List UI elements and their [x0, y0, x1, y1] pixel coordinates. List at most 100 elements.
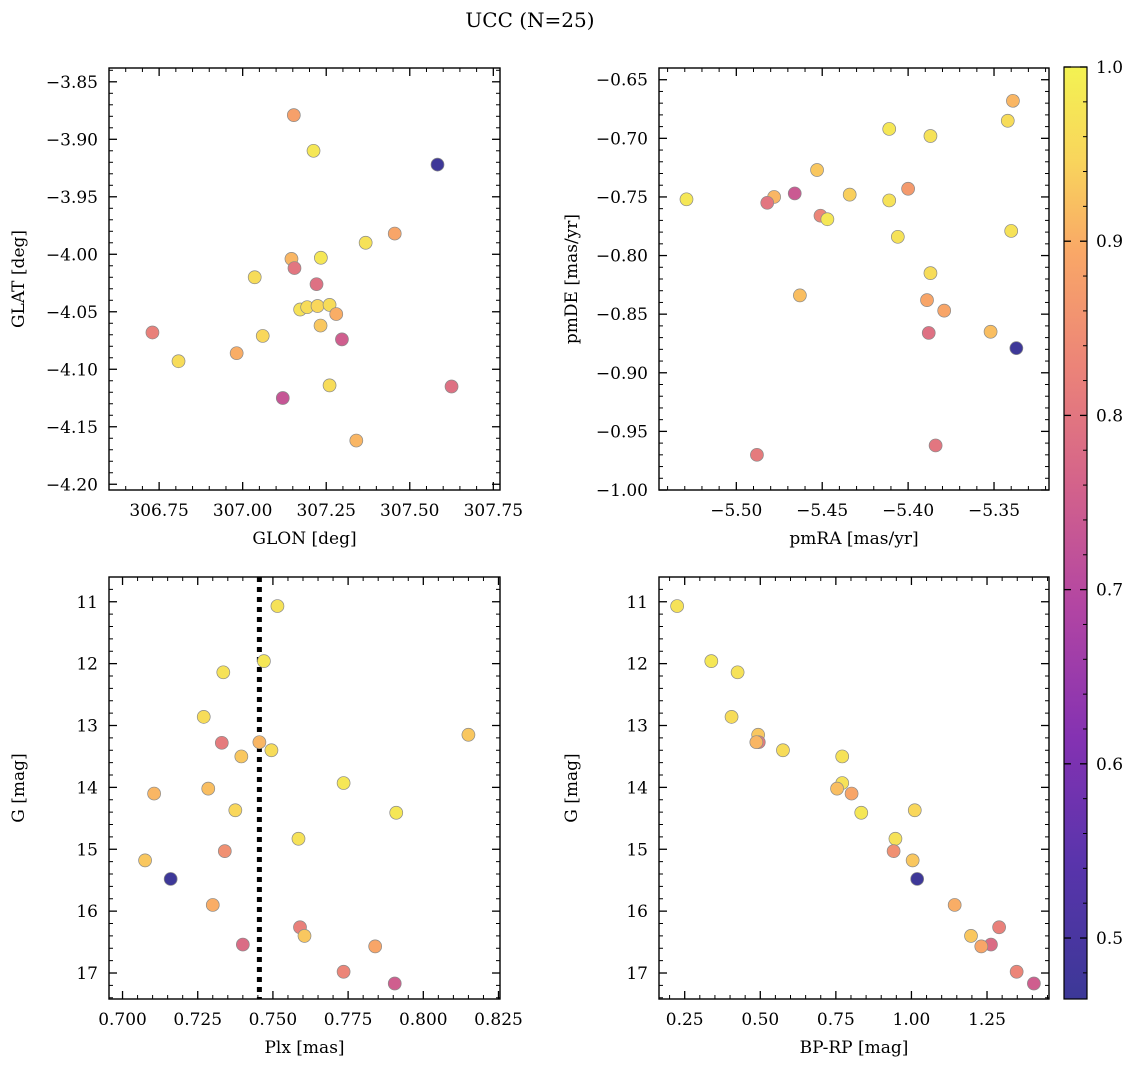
scatter-point — [291, 831, 306, 846]
scatter-point — [335, 332, 349, 347]
scatter-point — [886, 844, 901, 858]
scatter-point — [389, 805, 404, 820]
x-tick-label: 0.800 — [399, 1010, 448, 1030]
scatter-point — [882, 193, 897, 208]
x-axis-label: BP-RP [mag] — [800, 1038, 909, 1058]
y-axis-label: G [mag] — [9, 753, 29, 822]
major-ticks — [659, 68, 1049, 491]
scatter-point — [793, 288, 807, 303]
x-axis-label: pmRA [mas/yr] — [789, 529, 918, 549]
y-tick-label: −0.80 — [596, 247, 648, 267]
scatter-point — [888, 831, 903, 846]
colorbar-tick-label: 0.9 — [1096, 232, 1123, 252]
x-tick-label: 307.75 — [464, 501, 523, 521]
x-tick-label: −5.45 — [796, 501, 848, 521]
scatter-point — [1009, 964, 1024, 979]
major-ticks — [659, 577, 1049, 999]
y-tick-label: −4.00 — [46, 245, 98, 265]
scatter-point — [820, 212, 835, 227]
scatter-point — [349, 433, 364, 448]
x-tick-label: 306.75 — [129, 501, 188, 521]
scatter-point — [842, 187, 857, 202]
scatter-point — [287, 261, 302, 275]
scatter-point — [787, 186, 802, 201]
scatter-point — [835, 749, 850, 764]
y-tick-label: −1.00 — [596, 481, 648, 501]
y-tick-label: 16 — [626, 902, 648, 922]
scatter-point — [358, 235, 373, 250]
y-tick-label: 17 — [626, 964, 648, 984]
figure-title: UCC (N=25) — [465, 8, 594, 32]
scatter-point — [1006, 93, 1020, 108]
scatter-point — [309, 277, 324, 292]
scatter-point — [235, 937, 250, 952]
scatter-point — [368, 939, 383, 954]
scatter-point — [1000, 113, 1015, 128]
y-tick-label: 13 — [76, 717, 98, 737]
scatter-point — [928, 438, 943, 453]
scatter-point — [1027, 976, 1041, 991]
scatter-point — [461, 727, 476, 742]
scatter-point — [297, 929, 312, 943]
x-tick-label: 307.25 — [296, 501, 355, 521]
x-tick-label: −5.50 — [710, 501, 762, 521]
scatter-point — [750, 447, 764, 462]
scatter-point — [275, 391, 290, 405]
scatter-point — [252, 735, 267, 750]
scatter-point — [201, 781, 216, 796]
scatter-point — [336, 776, 351, 790]
y-tick-label: −3.90 — [46, 130, 98, 150]
panel-plx-g: 0.700 0.725 0.750 0.775 0.800 0.825 11 12 13 14 15… — [9, 576, 523, 1058]
scatter-point — [901, 181, 915, 196]
y-tick-label: 15 — [76, 840, 98, 860]
y-tick-label: −0.95 — [596, 422, 648, 442]
x-tick-label: 307.00 — [213, 501, 272, 521]
scatter-point — [270, 599, 285, 613]
scatter-point — [145, 325, 160, 340]
scatter-point — [844, 786, 859, 801]
scatter-point — [679, 192, 694, 207]
data-points — [145, 108, 459, 448]
data-points — [679, 93, 1024, 462]
x-tick-label: 0.75 — [817, 1010, 855, 1030]
scatter-point — [387, 976, 402, 991]
colorbar-tick-label: 0.8 — [1096, 406, 1123, 426]
plot-frame — [658, 67, 1050, 491]
scatter-point — [1004, 224, 1019, 238]
x-tick-label: 1.00 — [893, 1010, 931, 1030]
scatter-point — [724, 709, 739, 724]
scatter-point — [776, 743, 790, 758]
x-tick-label: −5.40 — [882, 501, 934, 521]
scatter-point — [830, 781, 844, 796]
y-tick-label: 11 — [626, 593, 648, 613]
scatter-point — [882, 122, 897, 136]
scatter-point — [171, 354, 186, 369]
major-ticks — [109, 577, 500, 999]
colorbar-tick-label: 0.7 — [1096, 581, 1123, 601]
scatter-point — [810, 163, 824, 177]
scatter-point — [749, 735, 764, 750]
x-tick-label: 0.50 — [741, 1010, 779, 1030]
x-tick-label: 1.25 — [968, 1010, 1006, 1030]
scatter-point — [214, 735, 229, 750]
y-tick-label: 11 — [76, 593, 98, 613]
plot-frame — [658, 576, 1050, 1000]
scatter-point — [905, 853, 920, 868]
y-tick-label: −0.65 — [596, 71, 648, 91]
y-tick-label: −0.90 — [596, 364, 648, 384]
scatter-point — [163, 872, 178, 886]
data-points — [670, 599, 1041, 991]
colorbar-tick-label: 0.6 — [1096, 755, 1123, 775]
scatter-point — [974, 939, 989, 954]
scatter-point — [910, 872, 925, 886]
x-axis-label: Plx [mas] — [264, 1038, 344, 1058]
x-tick-label: 0.825 — [474, 1010, 523, 1030]
major-ticks — [109, 68, 500, 490]
y-tick-label: −0.75 — [596, 188, 648, 208]
y-axis-label: GLAT [deg] — [9, 230, 29, 328]
y-tick-label: 13 — [626, 717, 648, 737]
scatter-point — [430, 157, 445, 172]
scatter-point — [257, 654, 271, 669]
colorbar-gradient — [1063, 66, 1088, 1000]
